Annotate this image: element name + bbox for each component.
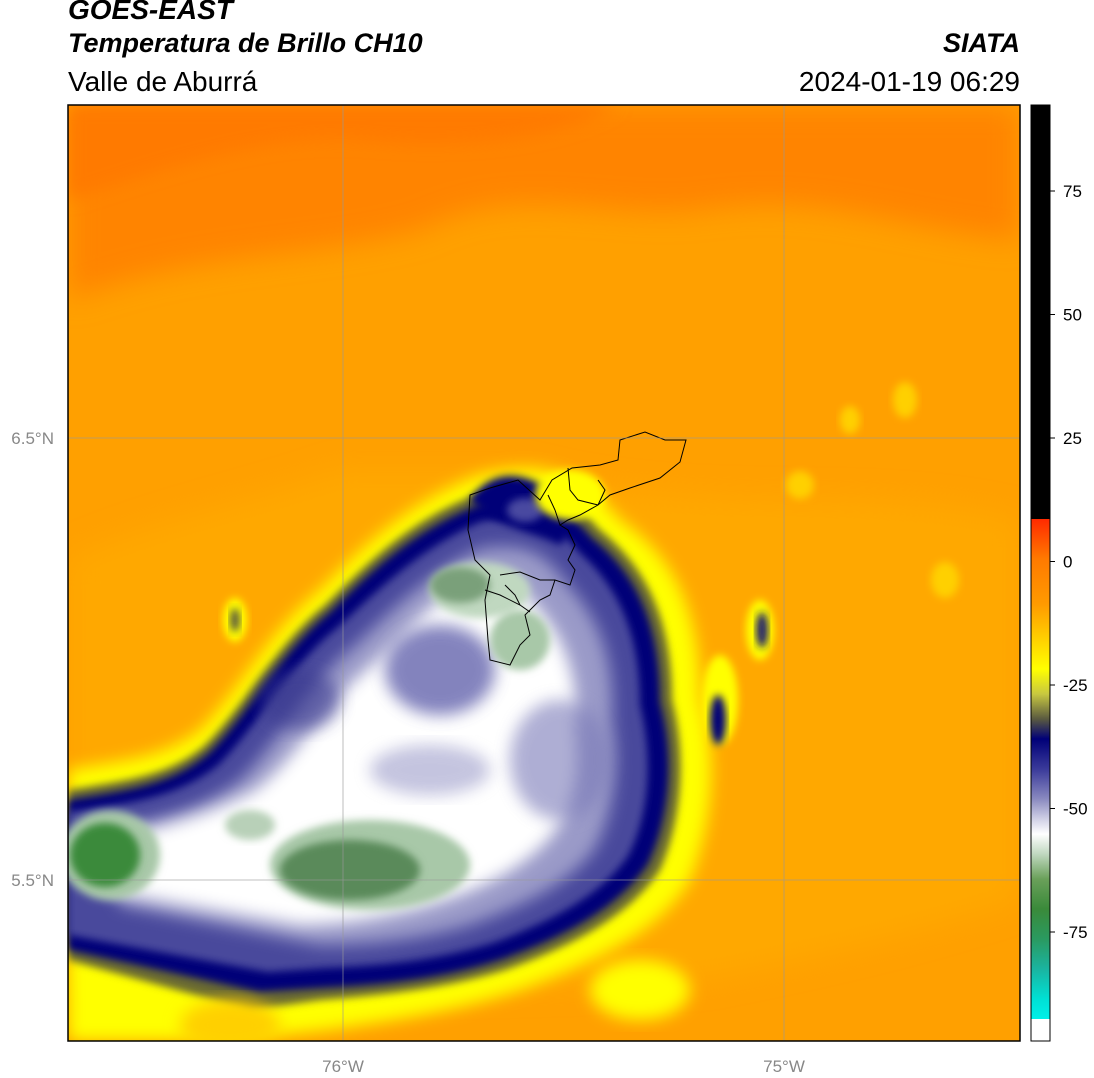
lat-label-1: 6.5°N [11, 429, 54, 448]
colorbar: 75 50 25 0 -25 -50 -75 [1030, 104, 1088, 1042]
colorbar-white-segment [1031, 1019, 1050, 1041]
colorbar-frame [1030, 104, 1051, 1042]
map-frame [67, 104, 1021, 1042]
municipal-boundaries [467, 431, 687, 666]
colorbar-tick-label-3: 0 [1063, 553, 1072, 572]
colorbar-black-segment [1031, 105, 1050, 519]
map-gridlines [68, 105, 1020, 1041]
colorbar-tick-label-5: -50 [1063, 800, 1088, 819]
colorbar-tick-label-0: 75 [1063, 182, 1082, 201]
colorbar-tick-label-1: 50 [1063, 306, 1082, 325]
map-title-region: Valle de Aburrá [68, 66, 258, 97]
colorbar-tick-label-2: 25 [1063, 429, 1082, 448]
lat-label-2: 5.5°N [11, 871, 54, 890]
brightness-temperature-field [68, 105, 1020, 1041]
map-title-satellite: GOES-EAST [68, 0, 233, 25]
timestamp-label: 2024-01-19 06:29 [798, 66, 1020, 97]
colorbar-gradient-segment [1031, 519, 1050, 1019]
organization-label: SIATA [943, 28, 1020, 58]
colorbar-tick-label-4: -25 [1063, 676, 1088, 695]
map-title-product: Temperatura de Brillo CH10 [68, 28, 423, 58]
lon-label-1: 76°W [322, 1057, 364, 1076]
lon-label-2: 75°W [763, 1057, 805, 1076]
colorbar-tick-label-6: -75 [1063, 923, 1088, 942]
